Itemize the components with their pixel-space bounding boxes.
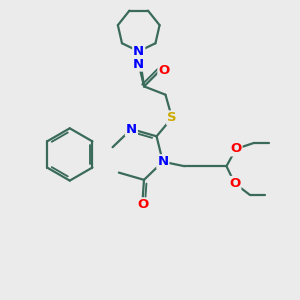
Text: N: N (133, 58, 144, 70)
Text: O: O (137, 198, 148, 211)
Text: N: N (126, 123, 137, 136)
Text: O: O (230, 142, 242, 155)
Text: O: O (229, 177, 240, 190)
Text: O: O (158, 64, 169, 76)
Text: N: N (133, 45, 144, 58)
Text: N: N (157, 155, 168, 168)
Text: S: S (167, 111, 177, 124)
